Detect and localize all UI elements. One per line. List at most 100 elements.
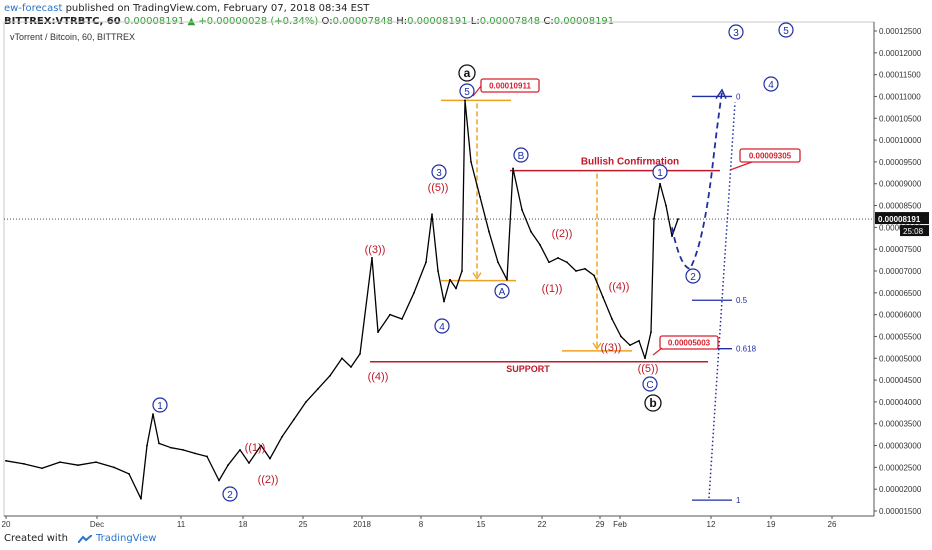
y-tick-label: 0.00009000 [879, 180, 922, 189]
x-tick-label: 26 [828, 520, 837, 529]
y-tick-label: 0.00002000 [879, 485, 922, 494]
wave-circle [778, 22, 794, 38]
wave-circle [431, 164, 447, 180]
wave-label: 3 [436, 168, 442, 179]
wave-circle [652, 164, 668, 180]
price-point [461, 270, 463, 272]
wave-a-arrow-icon [472, 272, 482, 280]
price-point [158, 442, 160, 445]
wave-circle [728, 24, 744, 40]
price-point [437, 270, 439, 272]
wave-label: ((2)) [552, 228, 573, 240]
price-point [425, 261, 427, 264]
wave-circle [513, 147, 529, 163]
price-point [653, 217, 655, 220]
y-tick-label: 0.00005500 [879, 332, 922, 341]
y-tick-label: 0.00004500 [879, 376, 922, 385]
price-point [677, 218, 679, 220]
wave-label: C [646, 380, 653, 391]
price-point [464, 99, 466, 102]
wave-label: ((1)) [542, 283, 563, 295]
y-tick-label: 0.00010500 [879, 114, 922, 123]
price-point [23, 462, 25, 465]
price-point [665, 204, 667, 207]
price-point [359, 353, 361, 355]
price-box-high-box [480, 78, 540, 93]
x-tick-label: Dec [90, 520, 104, 529]
price-point [227, 464, 229, 467]
countdown-tag: 25:08 [903, 227, 924, 236]
price-point [317, 387, 319, 390]
fib-level-label: 1 [736, 496, 741, 505]
price-point [557, 257, 559, 259]
price-point [449, 278, 451, 281]
publish-text: published on TradingView.com, February 0… [62, 3, 370, 14]
bullish-confirmation-label: Bullish Confirmation [581, 157, 679, 168]
author-link[interactable]: ew-forecast [4, 3, 63, 14]
price-point [329, 374, 331, 377]
fib-level-label: 0.618 [736, 345, 757, 354]
price-point [602, 296, 604, 299]
price-point [644, 357, 646, 360]
price-point [659, 182, 661, 185]
price-point [239, 449, 241, 451]
tradingview-logo-icon [77, 533, 93, 544]
wave-c-arrow-icon [592, 342, 602, 351]
wave-circle [434, 318, 450, 334]
wave-circle [642, 376, 658, 392]
footer: Created with TradingView [4, 533, 156, 544]
price-point [584, 267, 586, 270]
x-tick-label: 15 [477, 520, 486, 529]
y-tick-label: 0.00008500 [879, 202, 922, 211]
price-point [470, 161, 472, 163]
x-tick-label: 25 [299, 520, 308, 529]
wave-circle [644, 394, 662, 412]
price-point [566, 261, 568, 264]
price-point [218, 479, 220, 482]
price-box-target-pointer [729, 161, 753, 171]
wave-label: ((3)) [365, 244, 386, 256]
price-point [431, 213, 433, 216]
price-point [377, 331, 379, 333]
wave-label: 1 [657, 168, 663, 179]
wave-label: b [649, 396, 656, 410]
price-point [530, 230, 532, 233]
price-point [497, 261, 499, 264]
wave-label: ((5)) [428, 182, 449, 194]
wave-label: 3 [733, 28, 739, 39]
y-tick-label: 0.00006000 [879, 311, 922, 320]
price-point [512, 167, 514, 170]
price-point [77, 464, 79, 467]
wave-label: ((1)) [245, 442, 266, 454]
y-tick-label: 0.00011500 [879, 71, 921, 80]
y-tick-label: 0.00012500 [879, 27, 922, 36]
x-tick-label: 29 [596, 520, 605, 529]
price-point [59, 461, 61, 464]
price-box-target-box [739, 148, 801, 163]
price-point [95, 461, 97, 464]
y-tick-label: 0.00001500 [879, 507, 922, 516]
wave-label: 2 [227, 490, 233, 501]
x-tick-label: 20 [2, 520, 11, 529]
y-tick-label: 0.00007000 [879, 267, 922, 276]
created-with-text: Created with [4, 533, 68, 544]
price-point [269, 457, 271, 460]
price-point [593, 274, 595, 277]
price-series-line [5, 99, 679, 500]
fib-level-label: 0 [736, 92, 741, 101]
wave-label: B [518, 151, 525, 162]
y-tick-label: 0.00011000 [879, 92, 921, 101]
fib-level-label: 0.5 [736, 296, 748, 305]
price-point [113, 466, 115, 469]
wave-label: ((4)) [609, 281, 630, 293]
price-point [341, 357, 343, 360]
wave-label: 4 [439, 322, 445, 333]
price-point [611, 318, 613, 320]
plot-frame [3, 21, 875, 517]
price-box-target: 0.00009305 [749, 152, 792, 161]
y-tick-label: 0.00003500 [879, 420, 922, 429]
tradingview-brand[interactable]: TradingView [95, 533, 157, 544]
x-tick-label: 19 [767, 520, 776, 529]
price-point [548, 261, 550, 264]
